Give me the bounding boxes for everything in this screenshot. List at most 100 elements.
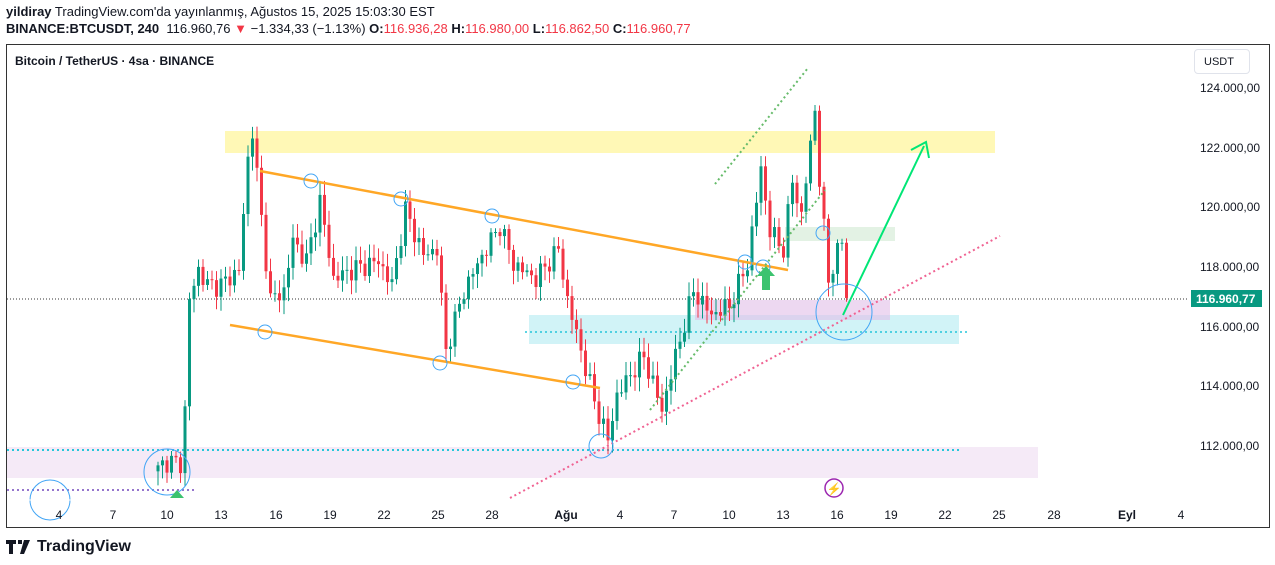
- candle: [201, 266, 205, 285]
- candle: [453, 311, 457, 347]
- candle: [557, 246, 560, 249]
- change: −1.334,33 (−1.13%): [250, 21, 366, 36]
- x-tick: 4: [616, 508, 624, 522]
- candle: [296, 237, 299, 245]
- candle: [795, 182, 799, 204]
- circle-marker: [815, 283, 873, 341]
- candle: [588, 374, 592, 377]
- candle: [525, 270, 529, 273]
- candle: [318, 194, 322, 233]
- candle: [692, 292, 695, 297]
- x-tick: 13: [214, 508, 228, 522]
- candle: [728, 299, 731, 309]
- candle: [179, 457, 182, 474]
- candle: [516, 262, 520, 271]
- candle: [786, 204, 790, 258]
- candle: [782, 246, 785, 258]
- circle-marker: [737, 254, 753, 270]
- candle: [800, 203, 803, 212]
- circle-marker: [565, 374, 581, 390]
- lightning-icon[interactable]: [824, 478, 844, 498]
- chart-frame[interactable]: [6, 44, 1270, 528]
- currency-button[interactable]: USDT: [1194, 49, 1250, 74]
- candle: [791, 182, 794, 205]
- x-tick: 10: [722, 508, 736, 522]
- x-tick: 22: [377, 508, 391, 522]
- candle: [521, 262, 524, 273]
- candle: [633, 375, 637, 378]
- x-tick: 7: [109, 508, 117, 522]
- candle: [233, 269, 236, 286]
- last-price: 116.960,76: [166, 21, 231, 36]
- tradingview-logo-icon: [6, 540, 30, 554]
- candles: [156, 105, 848, 486]
- candle: [287, 267, 290, 288]
- candle: [426, 254, 430, 256]
- candle: [449, 346, 452, 350]
- tradingview-logo[interactable]: TradingView: [6, 538, 131, 556]
- circle-marker: [143, 448, 191, 496]
- candle: [395, 258, 398, 280]
- candle: [773, 227, 776, 238]
- candle: [215, 280, 218, 297]
- candle: [714, 312, 718, 315]
- candle: [822, 186, 826, 219]
- x-tick: 28: [1047, 508, 1061, 522]
- x-tick: 19: [323, 508, 337, 522]
- candle: [363, 263, 367, 277]
- candle: [399, 246, 403, 259]
- candle: [309, 237, 313, 254]
- candle: [710, 310, 713, 315]
- candle: [669, 379, 673, 391]
- candle: [750, 226, 754, 271]
- candle: [359, 260, 362, 264]
- circle-marker: [815, 225, 831, 241]
- candle: [305, 253, 308, 264]
- purple-zone: [695, 300, 890, 320]
- candle: [228, 276, 232, 286]
- candle: [615, 392, 619, 422]
- candle: [498, 232, 502, 237]
- candle: [507, 229, 511, 250]
- candle: [827, 218, 830, 283]
- y-tick: 114.000,00: [1200, 379, 1260, 394]
- candle: [431, 248, 434, 255]
- candle: [408, 201, 412, 219]
- green-zone: [785, 227, 895, 241]
- y-tick: 122.000,00: [1200, 140, 1261, 155]
- y-tick: 124.000,00: [1200, 81, 1261, 95]
- x-tick: 28: [485, 508, 499, 522]
- x-tick: Eyl: [1117, 508, 1137, 522]
- candle: [561, 248, 565, 280]
- candle: [606, 418, 610, 441]
- candle: [777, 227, 781, 247]
- x-tick: 25: [431, 508, 445, 522]
- candle: [597, 401, 601, 424]
- candle: [570, 296, 574, 320]
- candle: [818, 110, 821, 187]
- x-tick: 16: [830, 508, 844, 522]
- candle: [804, 183, 808, 212]
- candle: [350, 269, 353, 281]
- resistance-zone: [225, 131, 995, 153]
- candle: [291, 237, 295, 268]
- author[interactable]: yildiray: [6, 4, 52, 19]
- candle: [440, 255, 443, 293]
- low-label: L:: [532, 21, 546, 36]
- candle: [611, 421, 614, 441]
- candle: [719, 312, 722, 316]
- candle: [282, 287, 286, 301]
- candle: [219, 278, 223, 297]
- candle: [354, 260, 358, 281]
- candle: [242, 214, 245, 271]
- candle: [251, 138, 254, 157]
- arrow-up-icon: [910, 140, 930, 159]
- circle-marker: [257, 324, 273, 340]
- candle: [206, 279, 209, 285]
- x-tick: Ağu: [554, 508, 578, 522]
- candle: [494, 232, 497, 234]
- x-tick: 22: [938, 508, 952, 522]
- candle: [404, 201, 407, 247]
- circle-marker: [588, 433, 614, 459]
